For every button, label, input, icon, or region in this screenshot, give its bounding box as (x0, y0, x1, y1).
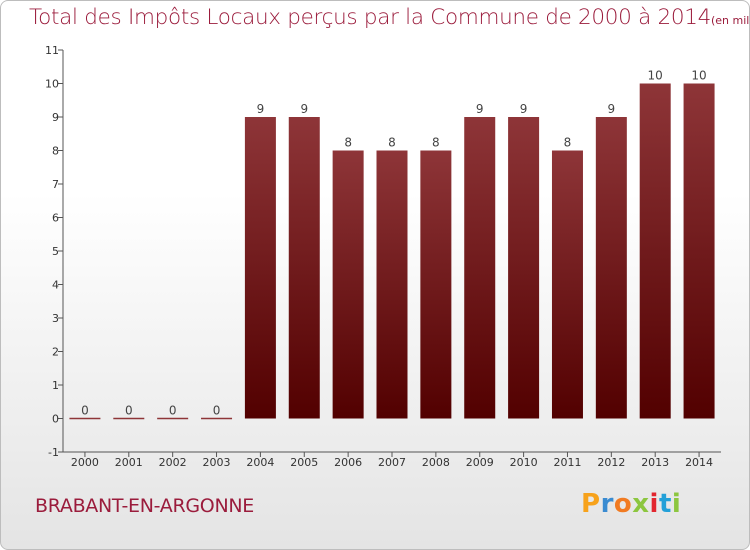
data-label: 9 (300, 102, 308, 116)
bar (464, 117, 496, 419)
x-tick-label: 2014 (685, 456, 713, 469)
proxiti-letter: P (581, 489, 601, 519)
data-label: 8 (388, 136, 396, 150)
x-tick-label: 2013 (641, 456, 669, 469)
proxiti-letter: i (649, 489, 659, 519)
data-label: 0 (81, 404, 89, 418)
data-label: 9 (476, 102, 484, 116)
proxiti-letter: x (632, 489, 650, 519)
data-label: 8 (344, 136, 352, 150)
x-tick-label: 2012 (597, 456, 625, 469)
bar (683, 83, 715, 419)
x-tick-label: 2002 (159, 456, 187, 469)
x-tick-label: 2004 (246, 456, 274, 469)
bars (69, 83, 715, 420)
data-label: 10 (648, 69, 663, 83)
bar (595, 117, 627, 419)
y-tick-label: 10 (45, 78, 59, 91)
proxiti-letter: o (613, 489, 633, 519)
bar (508, 117, 540, 419)
data-label: 0 (125, 404, 133, 418)
chart-unit-note: (en milliers d'€) (711, 14, 750, 27)
y-tick-label: 0 (52, 413, 59, 426)
y-tick-label: 6 (52, 212, 59, 225)
x-tick-label: 2011 (553, 456, 581, 469)
x-tick-label: 2000 (71, 456, 99, 469)
data-label: 9 (257, 102, 265, 116)
data-label: 10 (691, 69, 706, 83)
bar (244, 117, 276, 419)
x-tick-label: 2001 (115, 456, 143, 469)
y-tick-label: 5 (52, 245, 59, 258)
x-tick-label: 2006 (334, 456, 362, 469)
x-tick-label: 2008 (422, 456, 450, 469)
proxiti-letter: r (600, 489, 614, 519)
y-tick-label: 9 (52, 111, 59, 124)
bar (639, 83, 671, 419)
bar (551, 150, 583, 419)
data-label: 0 (169, 404, 177, 418)
data-labels: 0 0 0 0 9 9 8 8 8 9 9 8 9 10 10 (81, 69, 707, 418)
y-tick-label: 11 (45, 44, 59, 57)
y-tick-label: 7 (52, 178, 59, 191)
y-tick-label: 2 (52, 346, 59, 359)
x-tick-label: 2003 (203, 456, 231, 469)
commune-name: BRABANT-EN-ARGONNE (35, 495, 254, 517)
data-label: 8 (432, 136, 440, 150)
y-tick-label: 4 (52, 279, 59, 292)
x-axis: 2000 2001 2002 2003 2004 2005 2006 2007 2008 2009… (63, 451, 721, 469)
proxiti-letter: i (671, 489, 682, 519)
data-label: 8 (564, 136, 572, 150)
bar (332, 150, 364, 419)
bar (376, 150, 408, 419)
x-tick-label: 2010 (510, 456, 538, 469)
x-tick-label: 2009 (466, 456, 494, 469)
y-tick-label: 1 (52, 379, 59, 392)
y-axis: -1 0 1 2 3 4 5 6 7 8 9 10 11 (45, 44, 64, 459)
x-tick-label: 2007 (378, 456, 406, 469)
data-label: 9 (608, 102, 616, 116)
x-tick-label: 2005 (290, 456, 318, 469)
chart-title-text: Total des Impôts Locaux perçus par la Co… (29, 5, 711, 30)
proxiti-logo[interactable]: Proxiti (581, 489, 681, 519)
data-label: 9 (520, 102, 528, 116)
bar (420, 150, 452, 419)
chart-title: Total des Impôts Locaux perçus par la Co… (29, 5, 750, 30)
y-tick-label: -1 (48, 446, 59, 459)
proxiti-letter: t (658, 489, 672, 519)
bar (288, 117, 320, 419)
y-tick-label: 8 (52, 145, 59, 158)
y-tick-label: 3 (52, 312, 59, 325)
data-label: 0 (213, 404, 221, 418)
